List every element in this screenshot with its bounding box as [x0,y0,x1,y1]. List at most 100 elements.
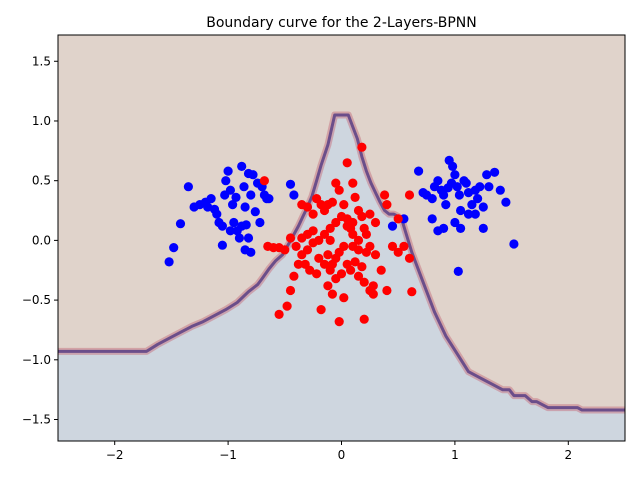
red-point [327,289,337,299]
blue-point [439,190,449,200]
y-tick-label: 0.5 [32,174,51,188]
blue-point [237,161,247,171]
blue-point [450,170,460,180]
data-points [164,142,519,327]
blue-point [228,200,238,210]
red-point [339,200,349,210]
red-point [342,158,352,168]
blue-point [217,240,227,250]
red-point [323,250,333,260]
blue-point [243,233,254,243]
boundary-line [58,113,625,412]
blue-point [240,245,250,255]
blue-point [240,202,250,212]
red-point [357,211,367,222]
red-point [293,259,303,269]
red-point [334,185,344,195]
red-point [404,190,415,200]
red-point [285,285,296,296]
y-tick-label: 1.0 [32,114,51,128]
red-point [336,211,347,222]
blue-point [427,214,437,224]
blue-point [454,190,464,200]
red-point [359,277,369,287]
blue-point [495,185,505,195]
red-point [380,190,390,200]
blue-point [450,217,460,228]
blue-point [285,179,296,189]
red-point [350,257,360,267]
red-point [404,253,415,263]
blue-point [255,217,265,228]
blue-point [246,190,256,200]
red-point [308,209,318,219]
red-point [393,247,403,257]
blue-point [229,217,239,228]
red-point [274,309,284,319]
blue-point [264,194,274,204]
red-point [370,250,381,260]
blue-point [490,167,500,177]
blue-point [212,209,222,219]
red-point [297,200,307,210]
red-point [348,217,358,228]
red-point [387,241,398,251]
red-point [331,217,341,228]
red-point [357,262,367,272]
blue-point [169,243,179,253]
red-point [370,217,381,228]
red-point [319,229,330,239]
upper-decision-region [58,35,625,410]
red-point [308,238,318,248]
red-point [368,281,378,291]
blue-point [175,219,186,229]
red-point [334,317,344,327]
blue-point [414,166,424,176]
blue-point [248,170,258,180]
red-point [368,289,378,299]
blue-point [441,200,451,210]
x-tick-label: 0 [338,448,346,462]
red-point [316,305,326,315]
red-point [323,281,333,291]
chart-title: Boundary curve for the 2-Layers-BPNN [206,15,477,31]
blue-point [478,202,488,212]
blue-point [453,266,463,276]
blue-point [456,205,466,216]
blue-point [452,182,462,192]
blue-point [467,200,477,210]
plot-area [58,35,625,441]
blue-point [461,178,471,188]
blue-point [509,239,519,249]
red-point [308,226,318,236]
red-point [259,176,269,186]
blue-point [206,194,216,204]
red-point [325,265,335,275]
blue-point [289,190,299,200]
blue-point [482,170,492,180]
red-point [285,233,296,243]
x-tick-label: 1 [451,448,459,462]
red-point [289,271,299,281]
blue-point [217,221,227,231]
blue-point [250,207,260,217]
blue-point [470,209,480,219]
blue-point [427,194,437,204]
y-tick-label: −1.5 [22,413,51,427]
blue-point [456,223,466,233]
red-point [361,229,371,239]
blue-point [463,209,474,219]
blue-point [448,161,458,171]
blue-point [473,194,483,204]
blue-point [239,182,249,192]
red-point [382,200,392,210]
red-point [325,223,335,233]
blue-point [225,185,235,195]
blue-point [234,233,244,243]
red-point [353,245,364,255]
red-point [348,178,358,188]
red-point [353,271,364,281]
red-point [297,233,307,243]
blue-point [387,221,398,231]
